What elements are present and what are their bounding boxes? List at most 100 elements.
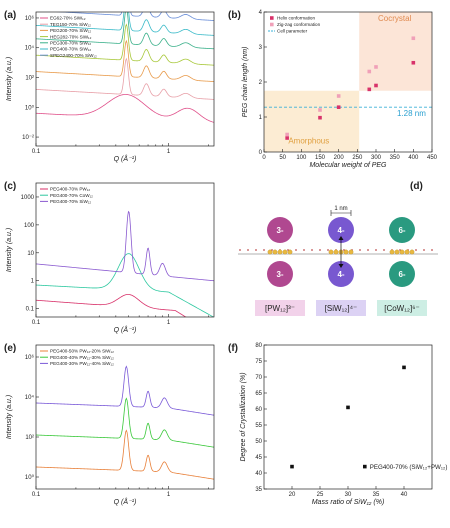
y-axis-label: Intensity (a.u.): [6, 57, 13, 101]
peg-bead: [389, 249, 395, 255]
chain-atom: [431, 249, 433, 251]
data-point: [411, 36, 416, 41]
y-tick-label: 35: [255, 487, 262, 493]
legend-entry: PEG400-50% PW₁₂-20% SiW₁₂: [50, 349, 114, 354]
legend-entry: PEG400-70% (SiW₁₂+PW₁₂): [370, 464, 448, 471]
arrow-head-down: [338, 264, 344, 268]
y-tick-label: 55: [255, 423, 262, 429]
chain-atom: [247, 249, 249, 251]
y-tick-label: 10⁶: [25, 354, 35, 361]
cluster-top: [389, 217, 415, 243]
panel-label-b: (b): [228, 10, 241, 21]
data-point: [318, 108, 322, 112]
legend-swatch: [270, 16, 274, 20]
peg-bead: [277, 249, 283, 255]
x-tick-label: 0: [262, 155, 266, 161]
data-point: [374, 83, 378, 88]
panel-label-d: (d): [410, 181, 423, 192]
chain-atom: [415, 249, 417, 251]
x-tick-label: 1: [167, 149, 171, 155]
y-tick-label: 10²: [25, 76, 34, 82]
y-tick-label: 60: [255, 407, 262, 413]
x-tick-label: 350: [390, 155, 401, 161]
chain-atom: [423, 249, 425, 251]
peg-bead: [348, 249, 354, 255]
legend-entry: Cell parameter: [277, 29, 308, 34]
data-point: [336, 105, 341, 109]
series-line: [36, 429, 214, 480]
cluster-bottom: [389, 261, 415, 287]
peg-bead: [287, 249, 293, 255]
y-tick-label: 1: [31, 279, 35, 285]
y-tick-label: 10⁰: [25, 104, 35, 111]
legend-entry: PEG400-70% PW₁₂: [50, 187, 90, 192]
peg-bead: [409, 249, 415, 255]
series-line: [36, 23, 214, 66]
peg-bead: [404, 249, 410, 255]
data-point: [285, 136, 289, 140]
data-point: [367, 69, 372, 74]
x-tick-label: 20: [289, 492, 296, 498]
plot-frame: [35, 11, 215, 147]
y-tick-label: 0.1: [26, 307, 35, 313]
cluster-charge-top: 6-: [398, 226, 405, 235]
y-tick-label: 65: [255, 391, 262, 397]
legend-entry: PEG300-70% SiW₁₂: [50, 41, 91, 46]
panel-label-c: (c): [4, 181, 16, 192]
x-tick-label: 100: [296, 155, 307, 161]
legend-entry: PEG200-70% SiW₁₂: [50, 28, 91, 33]
x-axis-label: Mass ratio of SiW₁₂ (%): [312, 499, 385, 506]
plot-frame: [35, 344, 215, 490]
data-point: [336, 94, 341, 98]
chain-atom: [263, 249, 265, 251]
chain-atom: [319, 249, 321, 251]
cluster-charge-top: 3-: [276, 226, 283, 235]
chain-atom: [375, 249, 377, 251]
legend-entry: Helix conformation: [277, 16, 315, 21]
peg-bead: [267, 249, 273, 255]
region-label-amorphous: Amorphous: [288, 136, 329, 145]
data-point: [411, 60, 416, 65]
x-axis-label: Q (Å⁻¹): [114, 154, 137, 163]
y-axis-label: Intensity (a.u.): [6, 228, 13, 272]
y-tick-label: 0: [259, 150, 263, 156]
x-tick-label: 50: [279, 155, 286, 161]
y-tick-label: 2: [259, 80, 263, 86]
series-line: [36, 253, 214, 317]
chain-atom: [303, 249, 305, 251]
x-tick-label: 250: [352, 155, 363, 161]
region-label-cocrystal: Cocrystal: [378, 14, 412, 23]
y-tick-label: 1: [259, 115, 263, 121]
series-line: [36, 294, 187, 317]
x-tick-label: 0.1: [32, 320, 41, 326]
series-line: [36, 39, 214, 82]
x-tick-label: 30: [345, 492, 352, 498]
chain-atom: [383, 249, 385, 251]
cluster-charge-bottom: 6-: [398, 270, 405, 279]
series-line: [36, 12, 214, 50]
series-line: [36, 57, 214, 100]
cluster-charge-bottom: 4-: [337, 270, 344, 279]
x-tick-label: 35: [373, 492, 380, 498]
legend-swatch: [363, 464, 367, 469]
legend-entry: SPEG2400-70% SiW₁₂: [50, 53, 97, 58]
cluster-charge-top: 4-: [337, 226, 344, 235]
legend-swatch: [270, 22, 274, 27]
x-tick-label: 400: [408, 155, 419, 161]
series-line: [36, 365, 214, 416]
y-tick-label: 1000: [21, 195, 35, 201]
plot-area: [36, 12, 214, 123]
x-tick-label: 0.1: [32, 149, 41, 155]
data-point: [290, 464, 294, 469]
y-tick-label: 10²: [25, 435, 34, 441]
legend-entry: EG62-70% SiW₁₂: [50, 16, 86, 21]
series-line: [36, 210, 214, 282]
legend-entry: TEG150-70% SiW₁₂: [50, 22, 91, 27]
panel-label-f: (f): [228, 343, 238, 354]
cluster-top: [267, 217, 293, 243]
y-tick-label: 100: [24, 223, 35, 229]
data-point: [318, 115, 322, 120]
x-tick-label: 25: [317, 492, 324, 498]
cluster-bottom: [267, 261, 293, 287]
